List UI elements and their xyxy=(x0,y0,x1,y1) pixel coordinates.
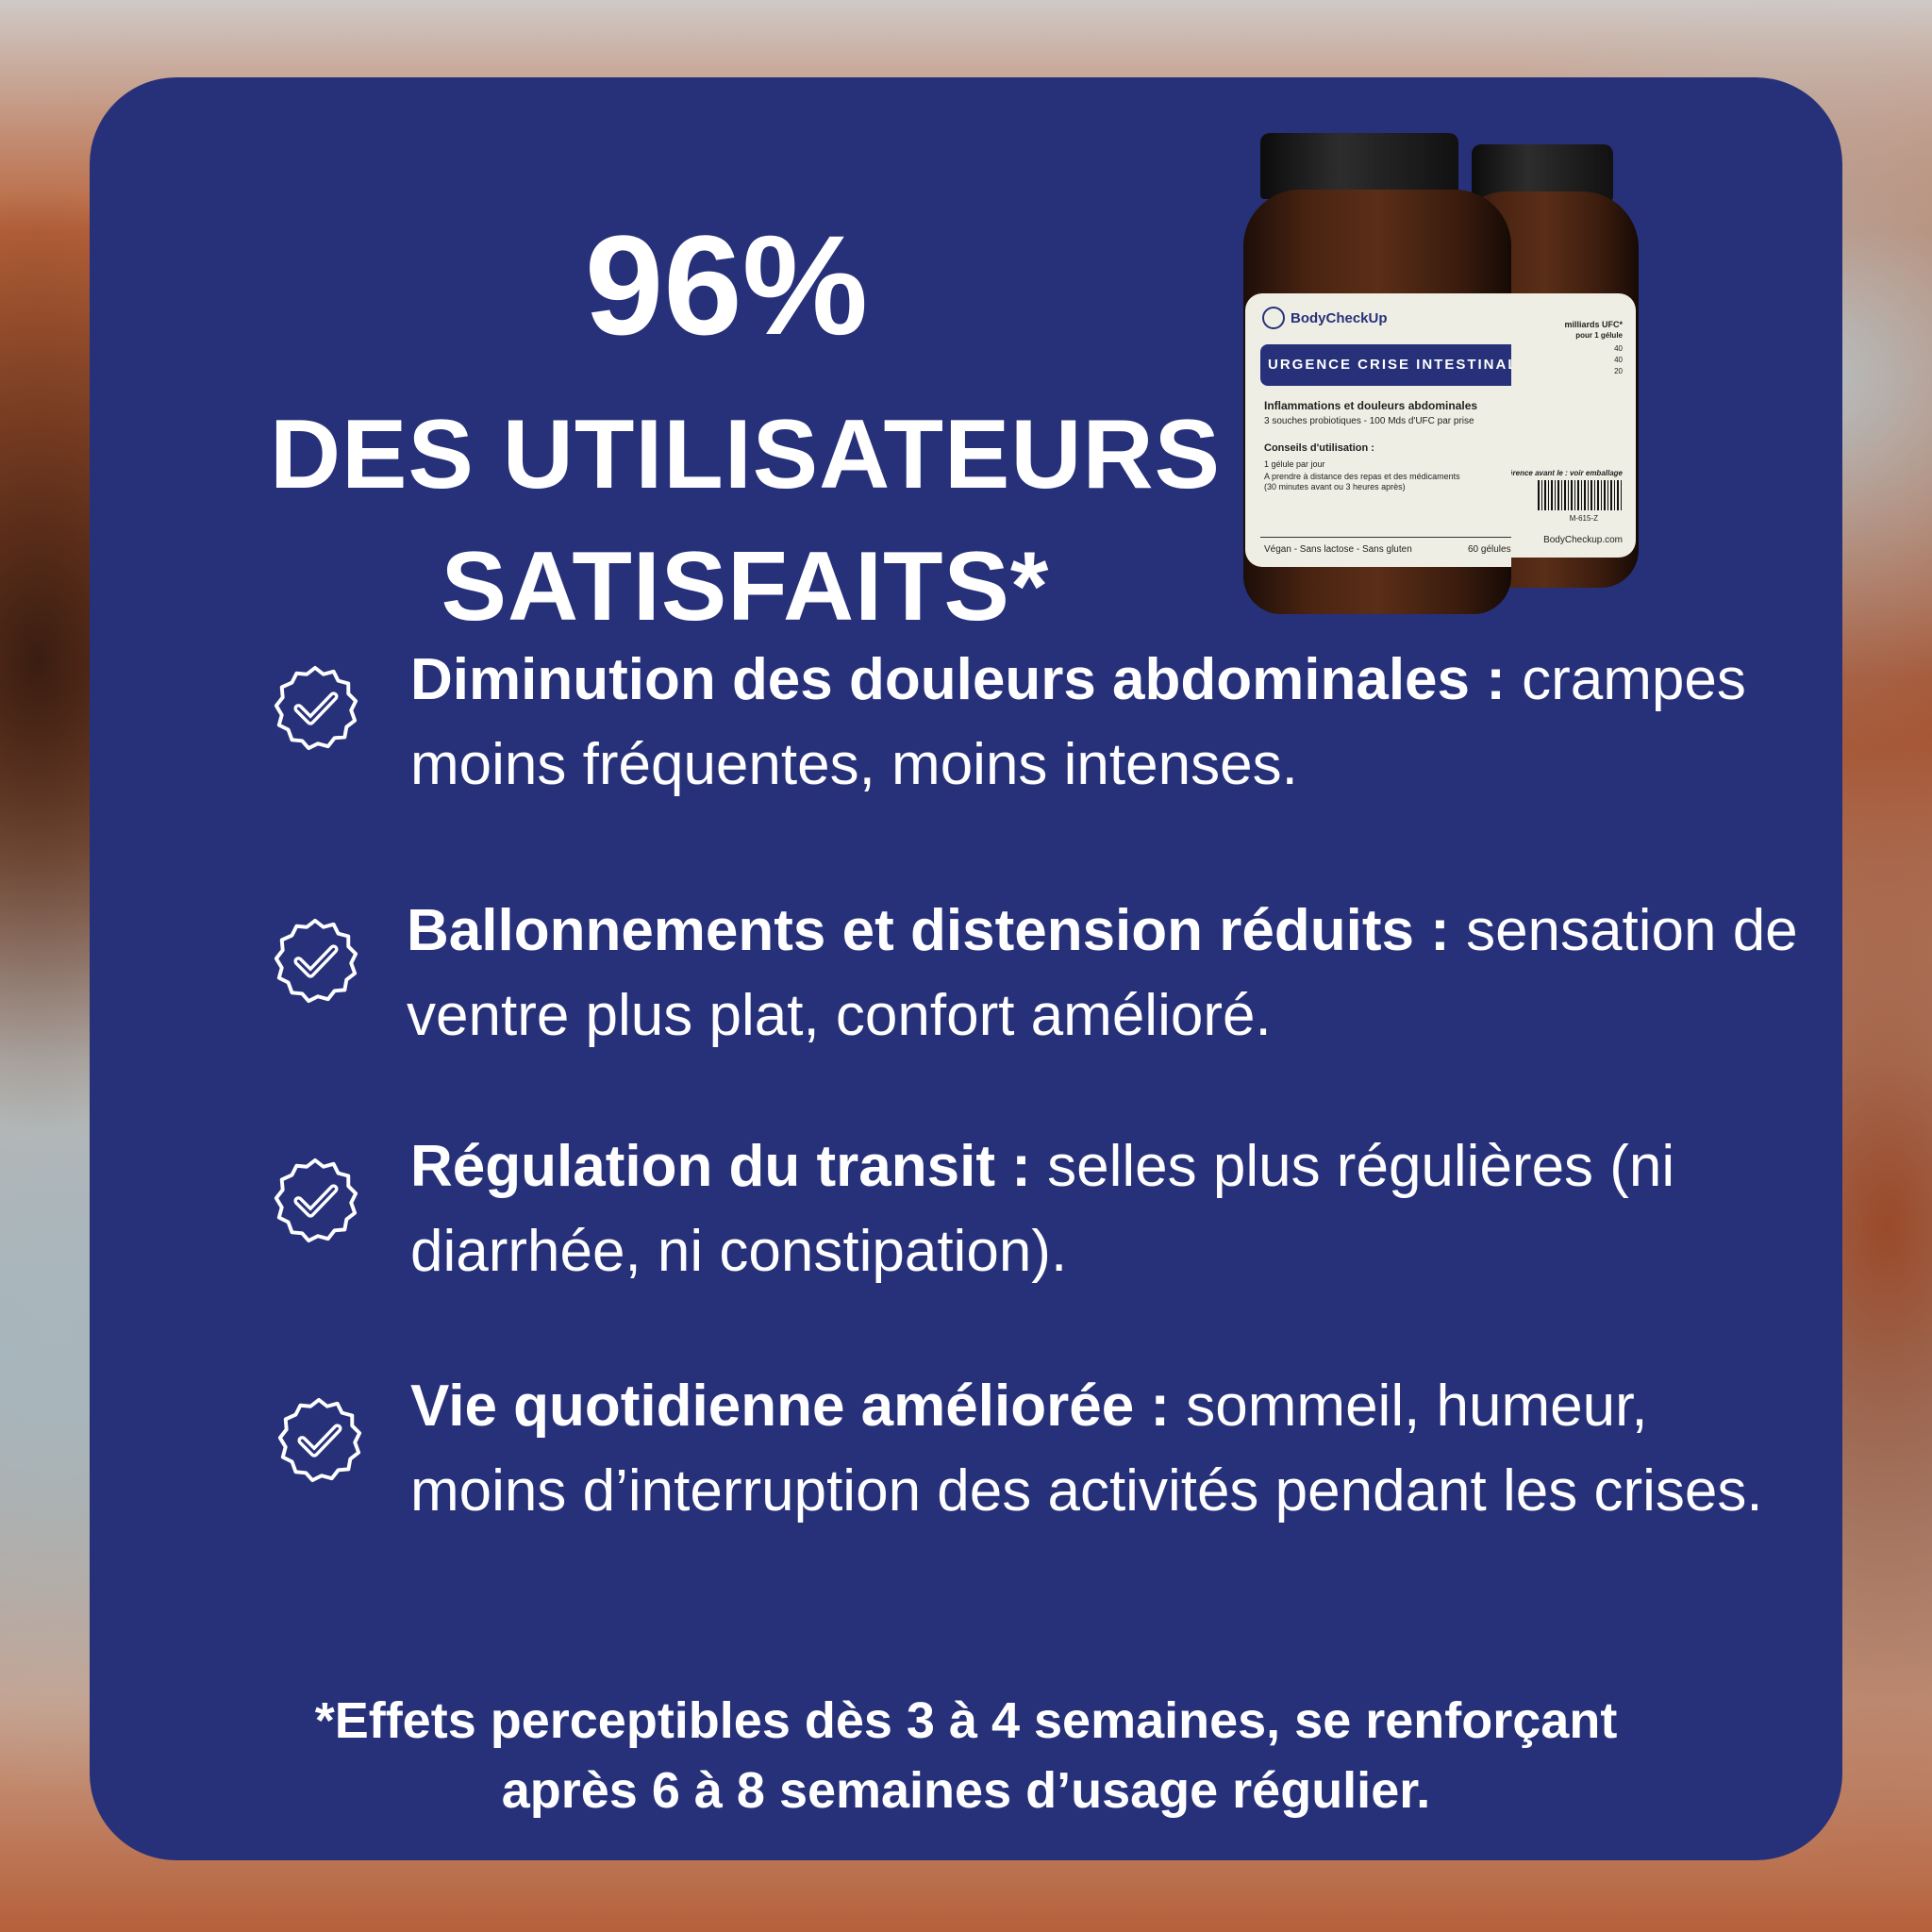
label-tags: Végan - Sans lactose - Sans gluten xyxy=(1264,544,1412,555)
benefit-item: Vie quotidienne améliorée : sommeil, hum… xyxy=(410,1364,1807,1534)
front-jar-cap xyxy=(1260,133,1458,199)
brand-logo-icon xyxy=(1262,307,1285,329)
footnote-line-1: *Effets perceptibles dès 3 à 4 semaines,… xyxy=(314,1692,1618,1749)
benefit-title: Régulation du transit : xyxy=(410,1134,1031,1199)
product-image: milliards UFC* pour 1 gélule 40 40 20 pr… xyxy=(1243,133,1672,614)
verified-badge-check-icon xyxy=(274,1158,358,1243)
label-subtitle: Inflammations et douleurs abdominales xyxy=(1264,399,1478,412)
label-advice: 1 gélule par jour xyxy=(1264,459,1325,469)
label-advice-title: Conseils d'utilisation : xyxy=(1264,442,1374,454)
product-name: URGENCE CRISE INTESTINALE xyxy=(1260,344,1511,386)
benefit-text: sommeil, humeur, moins d’interruption de… xyxy=(410,1374,1763,1524)
benefit-title: Ballonnements et distension réduits : xyxy=(407,898,1450,963)
footnote-line-2: après 6 à 8 semaines d’usage régulier. xyxy=(501,1762,1431,1819)
label-strains: 3 souches probiotiques - 100 Mds d'UFC p… xyxy=(1264,416,1474,426)
label-ufc-value: 40 xyxy=(1614,356,1623,364)
label-count: 60 gélules xyxy=(1468,544,1511,555)
label-website: BodyCheckup.com xyxy=(1543,535,1623,545)
satisfaction-percent: 96% xyxy=(584,206,869,364)
label-advice: A prendre à distance des repas et des mé… xyxy=(1264,472,1460,481)
barcode-number: M-615-Z xyxy=(1569,514,1598,523)
label-best-before: préférence avant le : voir emballage xyxy=(1493,469,1623,477)
label-ufc-header: milliards UFC* xyxy=(1564,320,1623,329)
footnote: *Effets perceptibles dès 3 à 4 semaines,… xyxy=(90,1686,1842,1825)
barcode-icon xyxy=(1538,480,1623,510)
verified-badge-check-icon xyxy=(274,918,358,1004)
benefit-title: Diminution des douleurs abdominales : xyxy=(410,647,1506,712)
front-label: BodyCheckUp URGENCE CRISE INTESTINALE In… xyxy=(1245,293,1511,567)
promo-card: 96% DES UTILISATEURS SATISFAITS* milliar… xyxy=(90,77,1842,1860)
headline: DES UTILISATEURS SATISFAITS* xyxy=(90,389,1401,653)
label-divider xyxy=(1260,537,1511,538)
brand: BodyCheckUp xyxy=(1262,307,1388,329)
headline-line-1: DES UTILISATEURS xyxy=(270,400,1221,509)
label-ufc-sub: pour 1 gélule xyxy=(1575,331,1623,340)
benefit-item: Régulation du transit : selles plus régu… xyxy=(410,1124,1807,1294)
headline-line-2: SATISFAITS* xyxy=(441,532,1050,641)
benefit-title: Vie quotidienne améliorée : xyxy=(410,1374,1171,1439)
brand-name: BodyCheckUp xyxy=(1291,309,1388,326)
label-ufc-value: 20 xyxy=(1614,367,1623,375)
benefit-text: crampes moins fréquentes, moins intenses… xyxy=(410,647,1746,797)
label-ufc-value: 40 xyxy=(1614,344,1623,353)
benefit-item: Diminution des douleurs abdominales : cr… xyxy=(410,638,1807,808)
benefit-text: sensation de ventre plus plat, confort a… xyxy=(407,898,1798,1048)
verified-badge-check-icon xyxy=(274,665,358,751)
benefit-item: Ballonnements et distension réduits : se… xyxy=(407,889,1803,1058)
benefit-text: selles plus régulières (ni diarrhée, ni … xyxy=(410,1134,1675,1284)
label-advice: (30 minutes avant ou 3 heures après) xyxy=(1264,482,1406,491)
verified-badge-check-icon xyxy=(277,1397,362,1483)
